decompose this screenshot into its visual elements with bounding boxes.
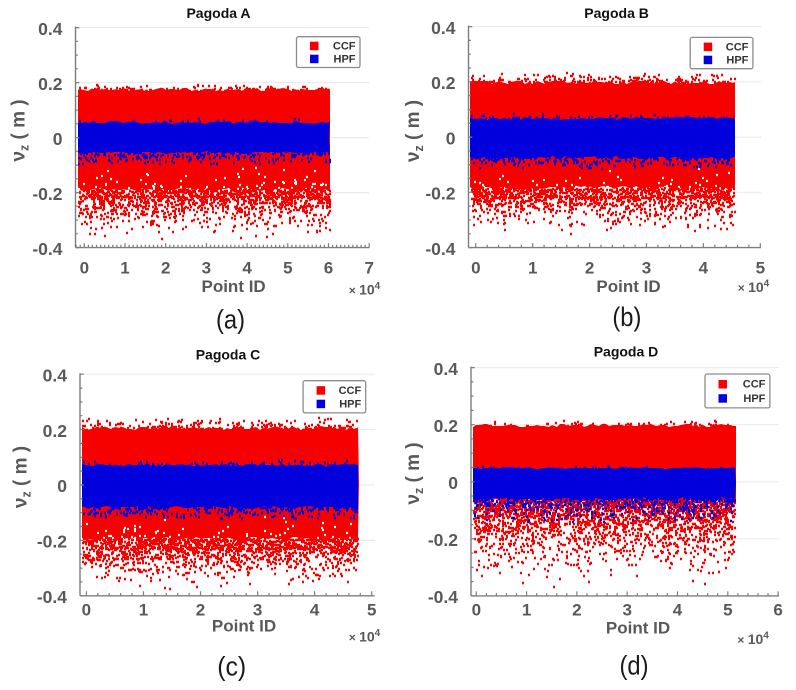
svg-text:× 104: × 104 <box>738 279 770 296</box>
svg-text:CCF: CCF <box>726 41 749 53</box>
svg-text:0.2: 0.2 <box>38 74 63 94</box>
svg-text:1: 1 <box>120 259 129 278</box>
svg-text:νz ( m ): νz ( m ) <box>403 442 426 504</box>
svg-text:5: 5 <box>283 259 292 278</box>
svg-text:5: 5 <box>367 601 376 620</box>
svg-text:-0.4: -0.4 <box>428 587 458 607</box>
svg-text:Pagoda B: Pagoda B <box>584 5 649 21</box>
svg-text:2: 2 <box>572 601 581 620</box>
svg-text:0: 0 <box>472 601 481 620</box>
svg-text:2: 2 <box>161 259 170 278</box>
svg-text:Pagoda A: Pagoda A <box>186 5 250 21</box>
svg-text:HPF: HPF <box>726 54 748 66</box>
svg-text:5: 5 <box>756 259 765 278</box>
svg-text:CCF: CCF <box>339 385 362 397</box>
svg-text:2: 2 <box>585 259 594 278</box>
svg-text:HPF: HPF <box>334 53 356 65</box>
svg-text:(d): (d) <box>620 651 649 681</box>
svg-text:(c): (c) <box>217 652 246 682</box>
svg-text:0: 0 <box>80 259 89 278</box>
svg-text:HPF: HPF <box>743 393 765 405</box>
svg-text:3: 3 <box>622 601 631 620</box>
svg-text:0.4: 0.4 <box>434 359 459 379</box>
svg-text:-0.2: -0.2 <box>428 530 458 550</box>
svg-text:4: 4 <box>310 601 320 620</box>
svg-text:νz ( m ): νz ( m ) <box>403 100 426 162</box>
svg-text:3: 3 <box>253 601 262 620</box>
svg-text:0: 0 <box>471 259 480 278</box>
svg-text:νz ( m ): νz ( m ) <box>9 99 32 161</box>
svg-text:4: 4 <box>699 259 709 278</box>
svg-text:0: 0 <box>448 473 458 493</box>
svg-text:1: 1 <box>522 601 531 620</box>
svg-text:(a): (a) <box>216 305 245 335</box>
svg-text:3: 3 <box>642 259 651 278</box>
svg-text:-0.2: -0.2 <box>32 184 62 204</box>
svg-text:6: 6 <box>773 601 782 620</box>
svg-text:0: 0 <box>446 128 456 148</box>
svg-text:× 104: × 104 <box>737 631 769 648</box>
svg-text:× 104: × 104 <box>349 281 381 298</box>
svg-text:-0.4: -0.4 <box>32 239 62 259</box>
svg-text:4: 4 <box>242 259 252 278</box>
svg-text:× 104: × 104 <box>349 628 381 645</box>
svg-text:Pagoda C: Pagoda C <box>196 347 261 363</box>
svg-text:Point ID: Point ID <box>596 277 660 296</box>
svg-text:Point ID: Point ID <box>606 619 670 638</box>
svg-text:(b): (b) <box>612 302 641 332</box>
svg-text:0.2: 0.2 <box>431 73 456 93</box>
svg-text:0.4: 0.4 <box>38 19 63 39</box>
svg-text:4: 4 <box>673 601 683 620</box>
svg-text:1: 1 <box>139 601 148 620</box>
svg-text:0: 0 <box>82 601 91 620</box>
svg-text:0.4: 0.4 <box>431 18 456 38</box>
svg-text:1: 1 <box>528 259 537 278</box>
svg-text:0.4: 0.4 <box>43 365 68 385</box>
svg-text:5: 5 <box>723 601 732 620</box>
svg-text:νz ( m ): νz ( m ) <box>11 446 34 508</box>
svg-text:CCF: CCF <box>333 40 356 52</box>
svg-text:0: 0 <box>57 476 67 496</box>
svg-text:-0.4: -0.4 <box>37 587 67 607</box>
svg-text:CCF: CCF <box>743 379 766 391</box>
svg-text:3: 3 <box>202 259 211 278</box>
svg-text:0.2: 0.2 <box>43 421 68 441</box>
svg-text:Point ID: Point ID <box>201 277 265 296</box>
svg-text:7: 7 <box>364 259 373 278</box>
svg-text:2: 2 <box>196 601 205 620</box>
svg-text:0: 0 <box>53 129 63 149</box>
svg-text:0.2: 0.2 <box>434 416 459 436</box>
svg-text:Pagoda D: Pagoda D <box>594 344 659 360</box>
svg-text:HPF: HPF <box>339 398 361 410</box>
svg-text:6: 6 <box>324 259 333 278</box>
svg-text:Point ID: Point ID <box>212 617 276 636</box>
svg-text:-0.4: -0.4 <box>425 239 455 259</box>
svg-text:-0.2: -0.2 <box>425 184 455 204</box>
svg-text:-0.2: -0.2 <box>37 532 67 552</box>
